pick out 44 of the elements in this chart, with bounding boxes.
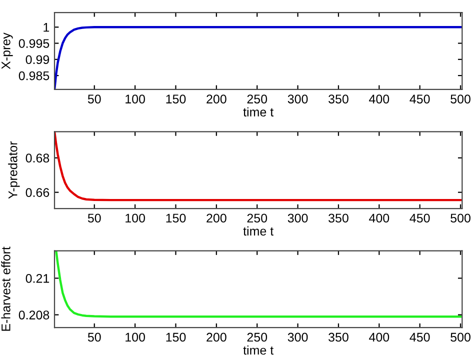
x-axis-title: time t xyxy=(243,346,274,355)
x-tick-label: 450 xyxy=(410,214,430,223)
x-tick-label: 200 xyxy=(206,94,226,104)
x-tick-label: 350 xyxy=(328,94,348,104)
y-tick-label: 0.66 xyxy=(26,188,50,197)
y-axis-title: E-harvest effort xyxy=(1,246,10,331)
y-tick-label: 0.99 xyxy=(26,55,50,64)
x-tick-label: 400 xyxy=(369,94,390,104)
x-tick-label: 50 xyxy=(88,214,101,223)
x-tick-label: 200 xyxy=(206,332,226,342)
x-tick-label: 100 xyxy=(126,94,145,104)
x-tick-label: 200 xyxy=(206,214,226,223)
y-tick-label: 0.68 xyxy=(26,154,50,163)
y-tick-label: 0.208 xyxy=(18,310,50,320)
x-tick-label: 350 xyxy=(328,332,348,342)
x-tick-label: 450 xyxy=(410,332,430,342)
x-tick-label: 300 xyxy=(288,94,308,104)
y-tick-label: 1 xyxy=(44,23,50,32)
x-tick-label: 500 xyxy=(450,94,470,104)
x-tick-label: 300 xyxy=(288,332,308,342)
x-tick-label: 450 xyxy=(410,94,430,104)
x-tick-label: 150 xyxy=(166,94,186,104)
x-tick-label: 400 xyxy=(369,214,390,223)
y-tick-label: 0.21 xyxy=(26,274,50,283)
x-axis-title: time t xyxy=(243,226,274,236)
x-tick-label: 100 xyxy=(126,332,145,342)
y-tick-label: 0.995 xyxy=(18,39,50,48)
x-tick-label: 100 xyxy=(126,214,145,223)
x-tick-label: 350 xyxy=(328,214,348,223)
x-tick-label: 400 xyxy=(369,332,390,342)
x-tick-label: 250 xyxy=(247,332,268,342)
x-tick-label: 500 xyxy=(450,214,470,223)
x-tick-label: 300 xyxy=(288,214,308,223)
x-tick-label: 50 xyxy=(88,332,101,342)
x-tick-label: 250 xyxy=(247,94,268,104)
x-tick-label: 150 xyxy=(166,214,186,223)
x-tick-label: 500 xyxy=(450,332,470,342)
y-axis-title: X-prey xyxy=(2,32,13,70)
x-axis-title: time t xyxy=(243,107,274,117)
x-tick-label: 150 xyxy=(166,332,186,342)
y-axis-title: Y-predator xyxy=(8,141,20,199)
x-tick-label: 50 xyxy=(88,94,101,104)
x-tick-label: 250 xyxy=(247,214,268,223)
y-tick-label: 0.985 xyxy=(18,71,50,80)
